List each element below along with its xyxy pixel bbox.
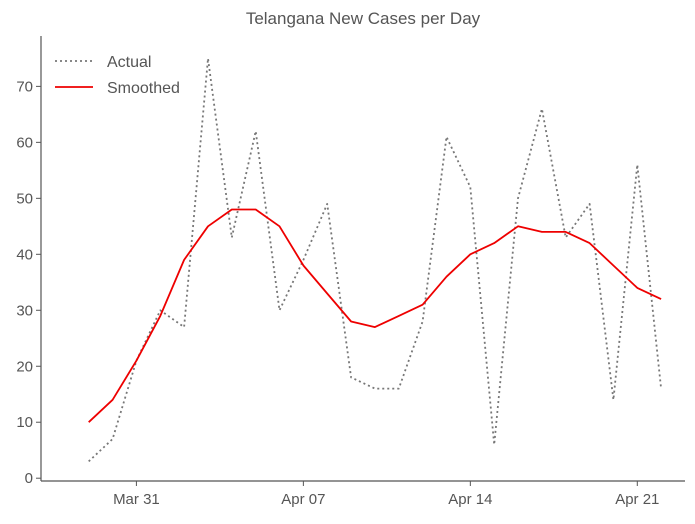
- x-tick-label: Mar 31: [113, 491, 160, 508]
- chart-title: Telangana New Cases per Day: [246, 9, 481, 28]
- series-line-actual: [88, 57, 662, 463]
- y-tick-label: 10: [16, 414, 33, 431]
- legend: Actual Smoothed: [55, 54, 180, 97]
- x-tick-label: Apr 21: [615, 491, 659, 508]
- y-tick-label: 40: [16, 246, 33, 263]
- legend-label-smoothed: Smoothed: [107, 80, 180, 97]
- y-tick-label: 70: [16, 78, 33, 95]
- y-tick-label: 0: [25, 470, 33, 487]
- y-tick-label: 30: [16, 302, 33, 319]
- legend-label-actual: Actual: [107, 54, 151, 71]
- x-tick-label: Apr 07: [281, 491, 325, 508]
- axes: 0 10 20 30 40 50 60 70 Mar 31 Apr 07 Apr 14 Apr 21: [16, 36, 685, 508]
- y-tick-label: 50: [16, 190, 33, 207]
- y-tick-label: 60: [16, 134, 33, 151]
- y-tick-label: 20: [16, 358, 33, 375]
- series-line-smoothed: [88, 208, 662, 423]
- x-tick-label: Apr 14: [448, 491, 492, 508]
- plot-area: [88, 57, 662, 463]
